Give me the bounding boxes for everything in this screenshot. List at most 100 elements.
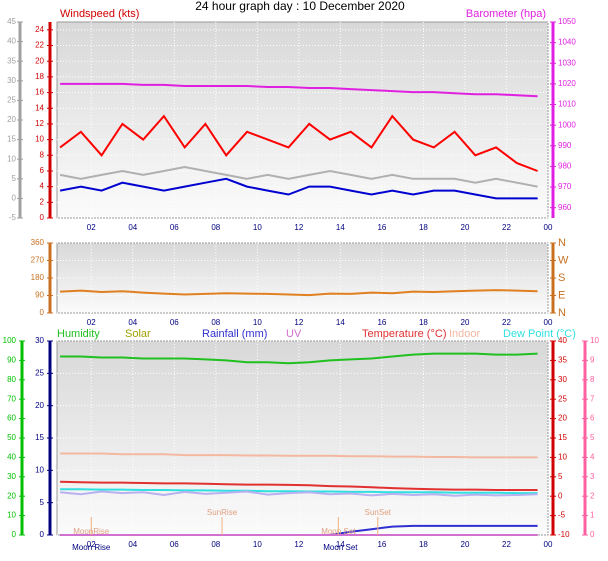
series-line bbox=[60, 82, 538, 98]
y-tick-label: 0 bbox=[40, 213, 45, 222]
x-tick-label: 08 bbox=[211, 223, 220, 232]
y-tick-label: 0 bbox=[12, 530, 17, 539]
y-tick-label: 180 bbox=[31, 273, 45, 282]
y-tick-label: 990 bbox=[558, 141, 572, 150]
y-tick-label: 1010 bbox=[558, 100, 576, 109]
series-line bbox=[59, 165, 538, 188]
x-tick-label: 02 bbox=[87, 318, 96, 327]
y-tick-label: N bbox=[558, 307, 566, 319]
y-tick-label: 50 bbox=[7, 433, 16, 442]
y-tick-label: 3 bbox=[590, 472, 595, 481]
x-tick-label: 12 bbox=[294, 223, 303, 232]
series-line bbox=[59, 177, 538, 200]
title: 24 hour graph day : 10 December 2020 bbox=[195, 0, 405, 13]
x-tick-label: 04 bbox=[128, 318, 137, 327]
y-tick-label: 22 bbox=[35, 41, 44, 50]
y-tick-label: W bbox=[558, 254, 569, 266]
x-tick-label: 12 bbox=[294, 318, 303, 327]
y-tick-label: 0 bbox=[40, 308, 45, 317]
event-label: Moon Rise bbox=[72, 543, 111, 552]
legend-label: Indoor bbox=[449, 328, 481, 340]
y-tick-label: 20 bbox=[558, 414, 567, 423]
y-tick-label: 6 bbox=[40, 166, 45, 175]
x-tick-label: 08 bbox=[211, 318, 220, 327]
y-tick-label: 20 bbox=[7, 115, 16, 124]
y-tick-label: 10 bbox=[590, 336, 599, 345]
y-tick-label: 960 bbox=[558, 203, 572, 212]
series-line bbox=[60, 452, 538, 459]
y-tick-label: 4 bbox=[590, 453, 595, 462]
y-tick-label: 25 bbox=[7, 96, 16, 105]
y-tick-label: -5 bbox=[558, 511, 566, 520]
y-tick-label: 18 bbox=[35, 72, 44, 81]
y-tick-label: 80 bbox=[7, 375, 16, 384]
y-tick-label: 1030 bbox=[558, 58, 576, 67]
y-tick-label: 40 bbox=[7, 37, 16, 46]
y-tick-label: 5 bbox=[590, 433, 595, 442]
y-tick-label: 90 bbox=[7, 356, 16, 365]
y-tick-label: 970 bbox=[558, 182, 572, 191]
y-axis-title: Windspeed (kts) bbox=[60, 8, 139, 20]
series-line bbox=[60, 488, 538, 495]
y-tick-label: 24 bbox=[35, 25, 44, 34]
y-tick-label: 1020 bbox=[558, 79, 576, 88]
y-tick-label: 20 bbox=[35, 401, 44, 410]
legend-label: Dew Point (°C) bbox=[503, 328, 576, 340]
y-tick-label: 35 bbox=[558, 356, 567, 365]
y-tick-label: 1050 bbox=[558, 17, 576, 26]
y-tick-label: S bbox=[558, 272, 565, 284]
y-tick-label: 9 bbox=[590, 356, 595, 365]
y-tick-label: 1000 bbox=[558, 120, 576, 129]
y-tick-label: 12 bbox=[35, 119, 44, 128]
y-tick-label: -5 bbox=[9, 213, 17, 222]
y-tick-label: 10 bbox=[7, 154, 16, 163]
legend-label: Humidity bbox=[57, 328, 100, 340]
series-line bbox=[59, 114, 538, 172]
x-tick-label: 20 bbox=[461, 318, 470, 327]
annotation: SunSet bbox=[365, 508, 392, 517]
x-tick-label: 06 bbox=[170, 540, 179, 549]
x-tick-label: 22 bbox=[502, 318, 511, 327]
x-tick-label: 02 bbox=[87, 540, 96, 549]
y-tick-label: 30 bbox=[7, 472, 16, 481]
y-tick-label: 30 bbox=[35, 336, 44, 345]
y-tick-label: 2 bbox=[590, 491, 595, 500]
y-tick-label: 40 bbox=[7, 453, 16, 462]
y-tick-label: 0 bbox=[12, 194, 17, 203]
y-tick-label: 16 bbox=[35, 88, 44, 97]
y-tick-label: 10 bbox=[558, 453, 567, 462]
y-tick-label: 20 bbox=[7, 491, 16, 500]
y-tick-label: 6 bbox=[590, 414, 595, 423]
y-tick-label: 30 bbox=[7, 76, 16, 85]
y-tick-label: 0 bbox=[40, 530, 45, 539]
x-tick-label: 10 bbox=[253, 223, 262, 232]
y-tick-label: 25 bbox=[558, 394, 567, 403]
series-line bbox=[60, 490, 538, 497]
x-tick-label: 18 bbox=[419, 223, 428, 232]
y-tick-label: 0 bbox=[590, 530, 595, 539]
series-line bbox=[60, 352, 538, 365]
x-tick-label: 16 bbox=[377, 223, 386, 232]
x-tick-label: 02 bbox=[87, 223, 96, 232]
series-line bbox=[60, 480, 538, 491]
event-label: Moon Set bbox=[323, 543, 358, 552]
y-tick-label: 15 bbox=[7, 135, 16, 144]
y-tick-label: 10 bbox=[35, 135, 44, 144]
y-tick-label: 360 bbox=[31, 238, 45, 247]
y-tick-label: 70 bbox=[7, 394, 16, 403]
x-tick-label: 22 bbox=[502, 540, 511, 549]
legend-label: UV bbox=[286, 328, 302, 340]
y-tick-label: E bbox=[558, 289, 565, 301]
y-tick-label: 10 bbox=[7, 511, 16, 520]
x-tick-label: 20 bbox=[461, 540, 470, 549]
annotation: SunRise bbox=[207, 508, 238, 517]
y-tick-label: 5 bbox=[558, 472, 563, 481]
x-tick-label: 14 bbox=[336, 223, 345, 232]
y-tick-label: 15 bbox=[558, 433, 567, 442]
x-tick-label: 06 bbox=[170, 223, 179, 232]
y-tick-label: 100 bbox=[3, 336, 17, 345]
x-tick-label: 16 bbox=[377, 540, 386, 549]
y-tick-label: 10 bbox=[35, 465, 44, 474]
x-tick-label: 22 bbox=[502, 223, 511, 232]
x-tick-label: 10 bbox=[253, 540, 262, 549]
